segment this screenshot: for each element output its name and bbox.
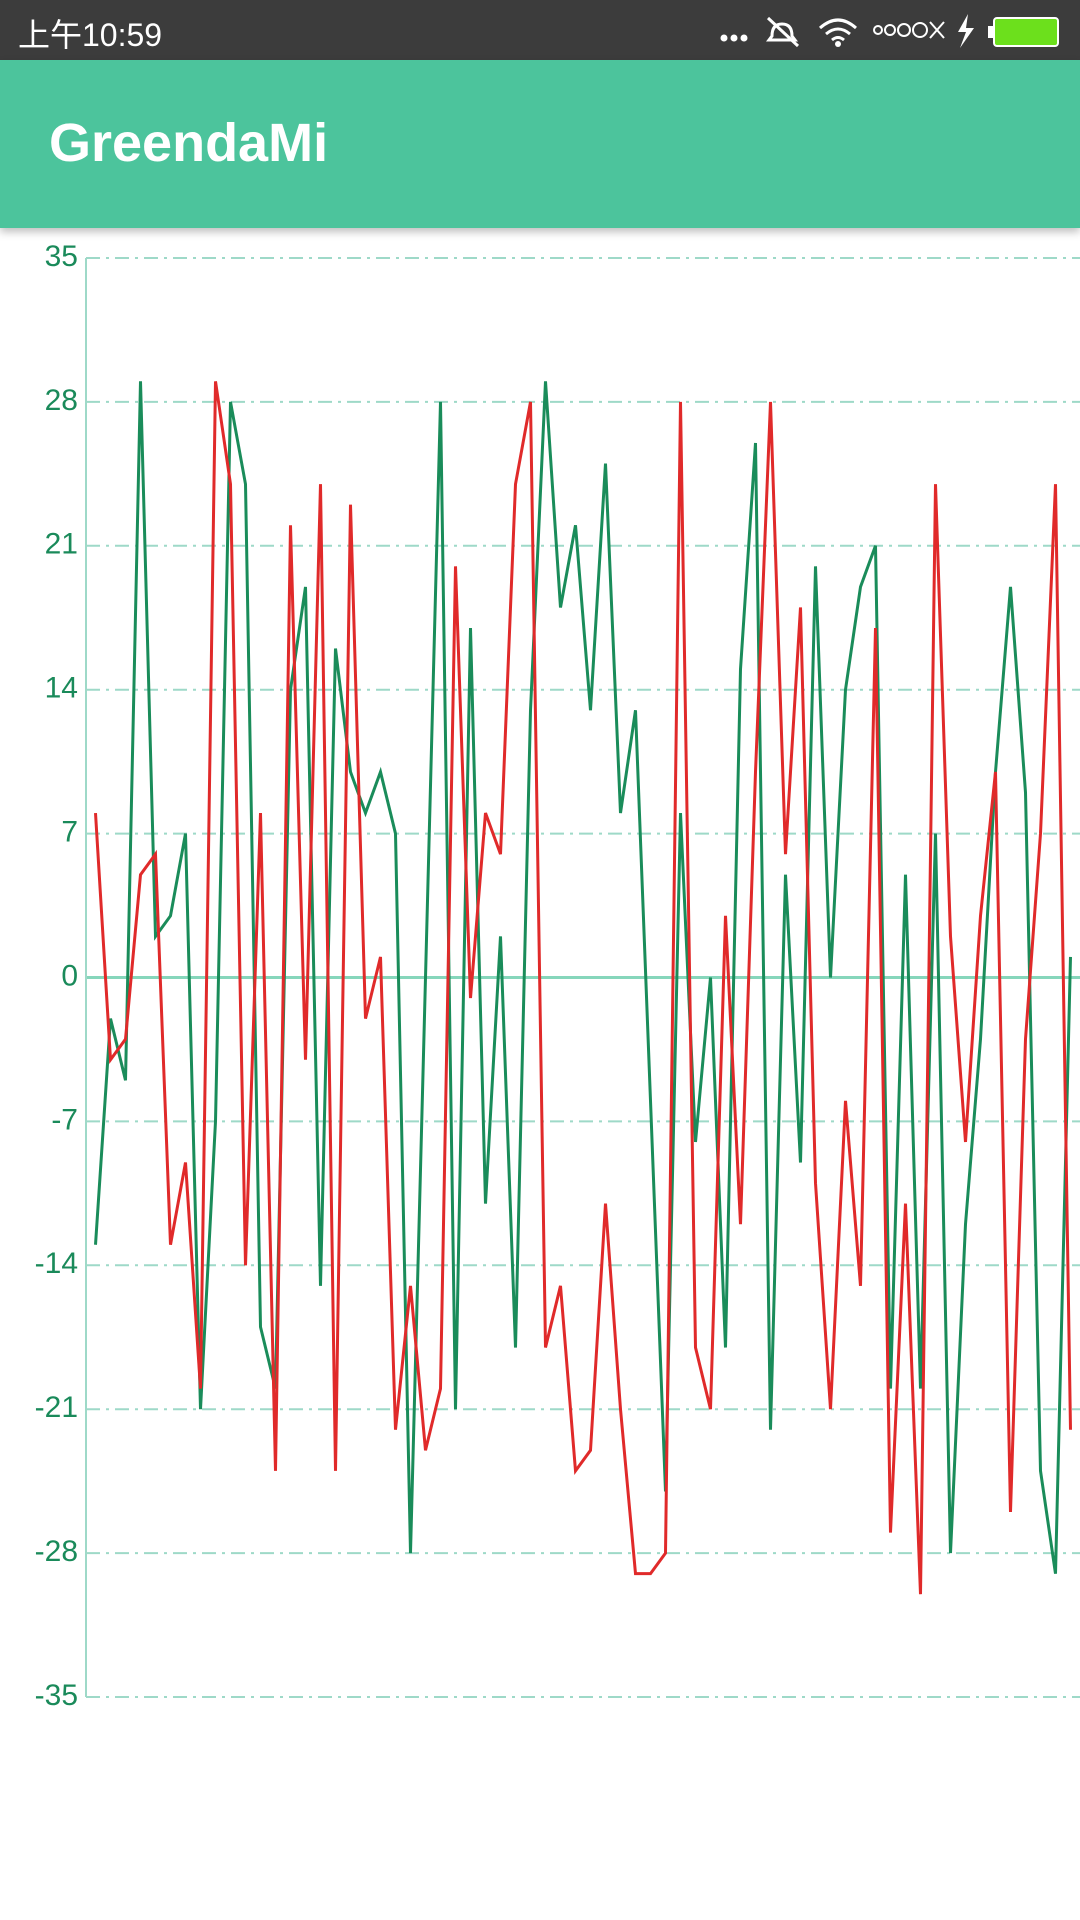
series-line [94,381,1072,1595]
app-bar: GreendaMi [0,60,1080,228]
chart: -35 -28 -21 -14 -7 0 7 14 21 28 35 [35,240,1080,1712]
y-tick-label: 28 [45,384,78,417]
y-tick-label: -7 [51,1103,78,1136]
y-tick-label: -14 [35,1247,78,1280]
y-tick-label: 21 [45,528,78,561]
y-tick-label: 35 [45,240,78,273]
y-tick-label: 14 [45,672,78,705]
clock: 上午10:59 [18,17,163,53]
app-title: GreendaMi [49,113,329,173]
status-icons [720,14,1059,48]
y-tick-label: -28 [35,1535,78,1568]
y-tick-label: 7 [61,816,78,849]
series-line [94,381,1072,1574]
y-tick-label: -35 [35,1679,78,1712]
y-tick-label: -21 [35,1391,78,1424]
y-tick-label: 0 [61,959,78,992]
status-bar: 上午10:59 [0,0,1080,60]
